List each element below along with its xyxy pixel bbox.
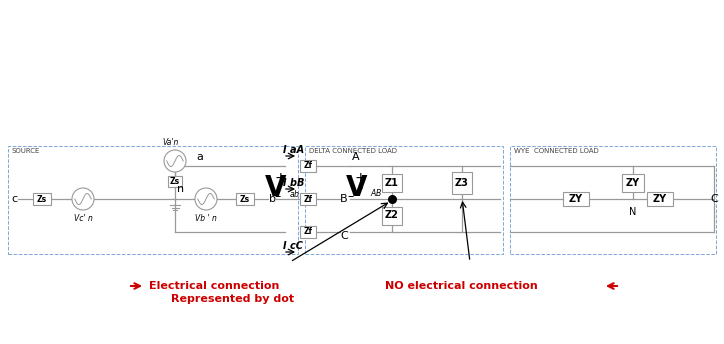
Text: WYE  CONNECTED LOAD: WYE CONNECTED LOAD	[514, 148, 599, 154]
Text: b: b	[269, 194, 276, 204]
Bar	[33, 193, 51, 205]
Bar	[168, 175, 182, 186]
Bar	[563, 192, 589, 206]
Text: ZY: ZY	[626, 178, 640, 187]
Bar	[300, 160, 316, 172]
Text: Zf: Zf	[303, 161, 313, 171]
Bar	[510, 146, 716, 254]
Bar	[300, 193, 316, 205]
Text: Zf: Zf	[303, 194, 313, 204]
Text: –: –	[357, 182, 363, 195]
Bar	[382, 206, 402, 225]
Text: c: c	[11, 194, 17, 204]
Text: $\mathbf{V}$: $\mathbf{V}$	[264, 174, 287, 203]
Text: NO electrical connection: NO electrical connection	[385, 281, 538, 291]
Text: a: a	[196, 152, 203, 162]
Text: A: A	[352, 152, 360, 162]
Bar	[236, 193, 254, 205]
Text: SOURCE: SOURCE	[12, 148, 41, 154]
Text: C: C	[340, 231, 348, 241]
Bar	[622, 173, 644, 192]
Text: Z1: Z1	[385, 178, 399, 187]
Text: I cC: I cC	[283, 241, 303, 251]
Circle shape	[72, 188, 94, 210]
Text: C: C	[710, 194, 717, 204]
Text: B: B	[340, 194, 348, 204]
Text: ZY: ZY	[569, 194, 583, 204]
Text: ZY: ZY	[653, 194, 667, 204]
Text: Zs: Zs	[37, 194, 47, 204]
Text: n: n	[177, 184, 184, 194]
Text: +: +	[354, 171, 366, 184]
Bar	[647, 192, 673, 206]
Text: Vb ' n: Vb ' n	[195, 214, 217, 223]
Text: –: –	[344, 190, 354, 203]
Text: +: +	[274, 171, 286, 184]
Text: DELTA CONNECTED LOAD: DELTA CONNECTED LOAD	[309, 148, 397, 154]
Text: I bB: I bB	[283, 178, 304, 188]
Text: Zs: Zs	[170, 176, 180, 185]
Bar	[305, 146, 503, 254]
Text: $\mathbf{V}$: $\mathbf{V}$	[345, 173, 369, 202]
Text: Vc' n: Vc' n	[74, 214, 93, 223]
Text: Z3: Z3	[455, 178, 469, 187]
Text: Zf: Zf	[303, 227, 313, 237]
Circle shape	[164, 150, 186, 172]
Text: Zs: Zs	[240, 194, 250, 204]
Text: I aA: I aA	[283, 145, 304, 155]
Bar	[382, 173, 402, 192]
Text: Represented by dot: Represented by dot	[171, 294, 294, 304]
Text: Electrical connection: Electrical connection	[149, 281, 279, 291]
Text: Va'n: Va'n	[163, 138, 179, 147]
Text: Z2: Z2	[385, 211, 399, 221]
Text: –: –	[271, 191, 281, 204]
Text: N: N	[629, 207, 636, 217]
Bar	[300, 226, 316, 238]
Text: $_{ab}$: $_{ab}$	[289, 188, 300, 201]
Circle shape	[195, 188, 217, 210]
Bar	[8, 146, 298, 254]
Text: $_{AB}$: $_{AB}$	[370, 187, 382, 200]
Bar	[452, 172, 472, 193]
